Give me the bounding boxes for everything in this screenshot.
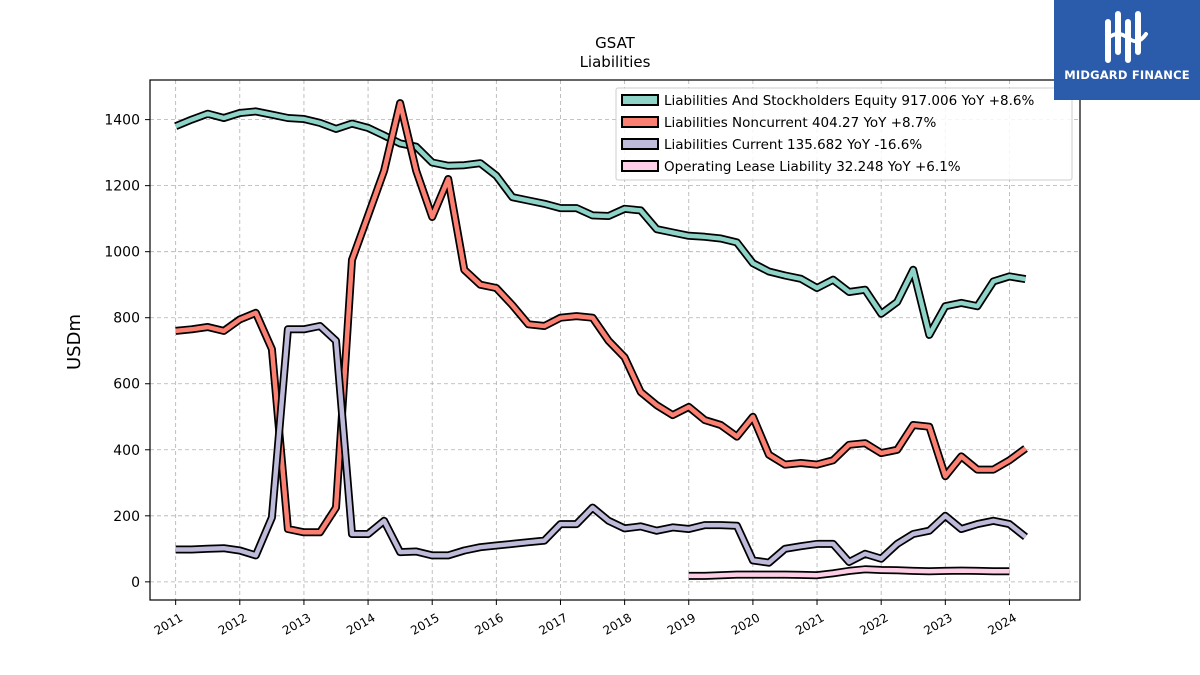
chart-subtitle: Liabilities	[580, 53, 651, 71]
x-tick-label: 2016	[472, 610, 505, 637]
plot-frame	[149, 79, 1081, 601]
x-tick-label: 2013	[280, 610, 313, 637]
series-line-3	[688, 567, 1010, 579]
brand-name: MIDGARD FINANCE	[1064, 68, 1190, 82]
series-line-1	[175, 100, 1027, 535]
y-tick-label: 1200	[104, 179, 140, 195]
x-tick-label: 2019	[665, 610, 698, 637]
legend: Liabilities And Stockholders Equity 917.…	[615, 87, 1073, 181]
brand-logo: MIDGARD FINANCE	[1054, 0, 1200, 100]
y-tick-label: 800	[113, 311, 140, 327]
x-axis-ticks: 2011 2012 2013 2014 2015 2016 2017 2018 2019 2020…	[152, 600, 1019, 638]
x-tick-label: 2021	[793, 610, 826, 637]
brand-logo-icon	[1105, 11, 1148, 63]
legend-swatch-2	[621, 138, 659, 150]
x-tick-label: 2023	[921, 610, 954, 637]
y-axis-ticks: 0 200 400 600 800 1000 1200 1400	[104, 113, 150, 591]
y-tick-label: 1000	[104, 245, 140, 261]
y-tick-label: 400	[113, 443, 140, 459]
y-axis-label: USDm	[64, 314, 85, 370]
legend-box	[615, 87, 1073, 181]
legend-swatch-1	[621, 116, 659, 128]
x-tick-label: 2020	[729, 610, 762, 637]
y-tick-label: 1400	[104, 113, 140, 129]
x-tick-label: 2015	[408, 610, 441, 637]
series-layer	[174, 99, 1028, 580]
y-tick-label: 200	[113, 509, 140, 525]
x-tick-label: 2017	[537, 610, 570, 637]
legend-swatch-0	[621, 94, 659, 106]
legend-label-2: Liabilities Current 135.682 YoY -16.6%	[664, 137, 922, 153]
x-tick-label: 2012	[216, 610, 249, 637]
chart-title: GSAT	[595, 34, 636, 52]
x-tick-label: 2024	[985, 610, 1018, 637]
legend-label-1: Liabilities Noncurrent 404.27 YoY +8.7%	[664, 115, 937, 131]
legend-label-3: Operating Lease Liability 32.248 YoY +6.…	[664, 159, 961, 175]
series-line-0	[174, 109, 1026, 338]
y-tick-label: 600	[113, 377, 140, 393]
x-tick-label: 2011	[152, 610, 185, 637]
series-line-2	[175, 323, 1027, 565]
x-tick-label: 2014	[344, 610, 377, 637]
y-tick-label: 0	[131, 575, 140, 591]
x-tick-label: 2018	[601, 610, 634, 637]
legend-swatch-3	[621, 160, 659, 172]
legend-label-0: Liabilities And Stockholders Equity 917.…	[664, 93, 1034, 109]
x-tick-label: 2022	[857, 610, 890, 637]
